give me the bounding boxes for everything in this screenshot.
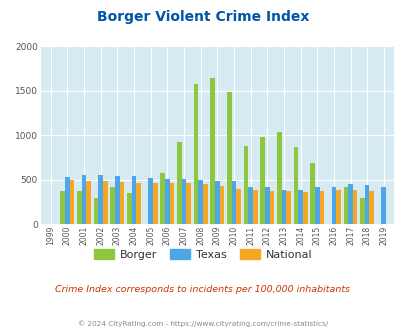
Bar (198, 180, 202, 224)
Bar (359, 198, 364, 224)
Bar (65, 177, 69, 224)
Bar (226, 92, 231, 224)
Text: © 2024 CityRating.com - https://www.cityrating.com/crime-statistics/: © 2024 CityRating.com - https://www.city… (78, 320, 327, 327)
Bar (293, 147, 297, 224)
Bar (297, 190, 302, 224)
Bar (381, 187, 385, 224)
Bar (286, 191, 290, 224)
Bar (319, 191, 323, 224)
Bar (77, 190, 81, 224)
Bar (252, 190, 257, 224)
Bar (202, 184, 207, 224)
Bar (331, 187, 335, 224)
Bar (177, 143, 181, 224)
Bar (102, 181, 107, 224)
Bar (136, 183, 141, 224)
Bar (210, 78, 214, 224)
Bar (181, 179, 186, 224)
Bar (352, 190, 357, 224)
Bar (302, 192, 307, 224)
Bar (260, 137, 264, 224)
Bar (314, 187, 319, 224)
Bar (247, 187, 252, 224)
Bar (335, 190, 340, 224)
Bar (148, 178, 153, 224)
Bar (243, 147, 247, 224)
Bar (81, 175, 86, 224)
Bar (369, 191, 373, 224)
Bar (214, 181, 219, 224)
Bar (231, 181, 236, 224)
Bar (281, 190, 286, 224)
Bar (269, 191, 273, 224)
Bar (264, 187, 269, 224)
Bar (160, 173, 164, 224)
Legend: Borger, Texas, National: Borger, Texas, National (89, 245, 316, 264)
Text: Borger Violent Crime Index: Borger Violent Crime Index (96, 10, 309, 24)
Bar (127, 193, 131, 224)
Text: Crime Index corresponds to incidents per 100,000 inhabitants: Crime Index corresponds to incidents per… (55, 285, 350, 294)
Bar (86, 181, 91, 224)
Bar (153, 183, 157, 224)
Bar (93, 198, 98, 224)
Bar (347, 184, 352, 224)
Bar (60, 191, 65, 224)
Bar (186, 183, 190, 224)
Bar (69, 180, 74, 224)
Bar (309, 163, 314, 224)
Bar (236, 189, 240, 224)
Bar (98, 175, 102, 224)
Bar (193, 84, 198, 224)
Bar (364, 185, 369, 224)
Bar (276, 132, 281, 224)
Bar (115, 176, 119, 224)
Bar (131, 176, 136, 224)
Bar (219, 186, 224, 224)
Bar (343, 187, 347, 224)
Bar (164, 179, 169, 224)
Bar (119, 182, 124, 224)
Bar (169, 183, 174, 224)
Bar (110, 187, 115, 224)
